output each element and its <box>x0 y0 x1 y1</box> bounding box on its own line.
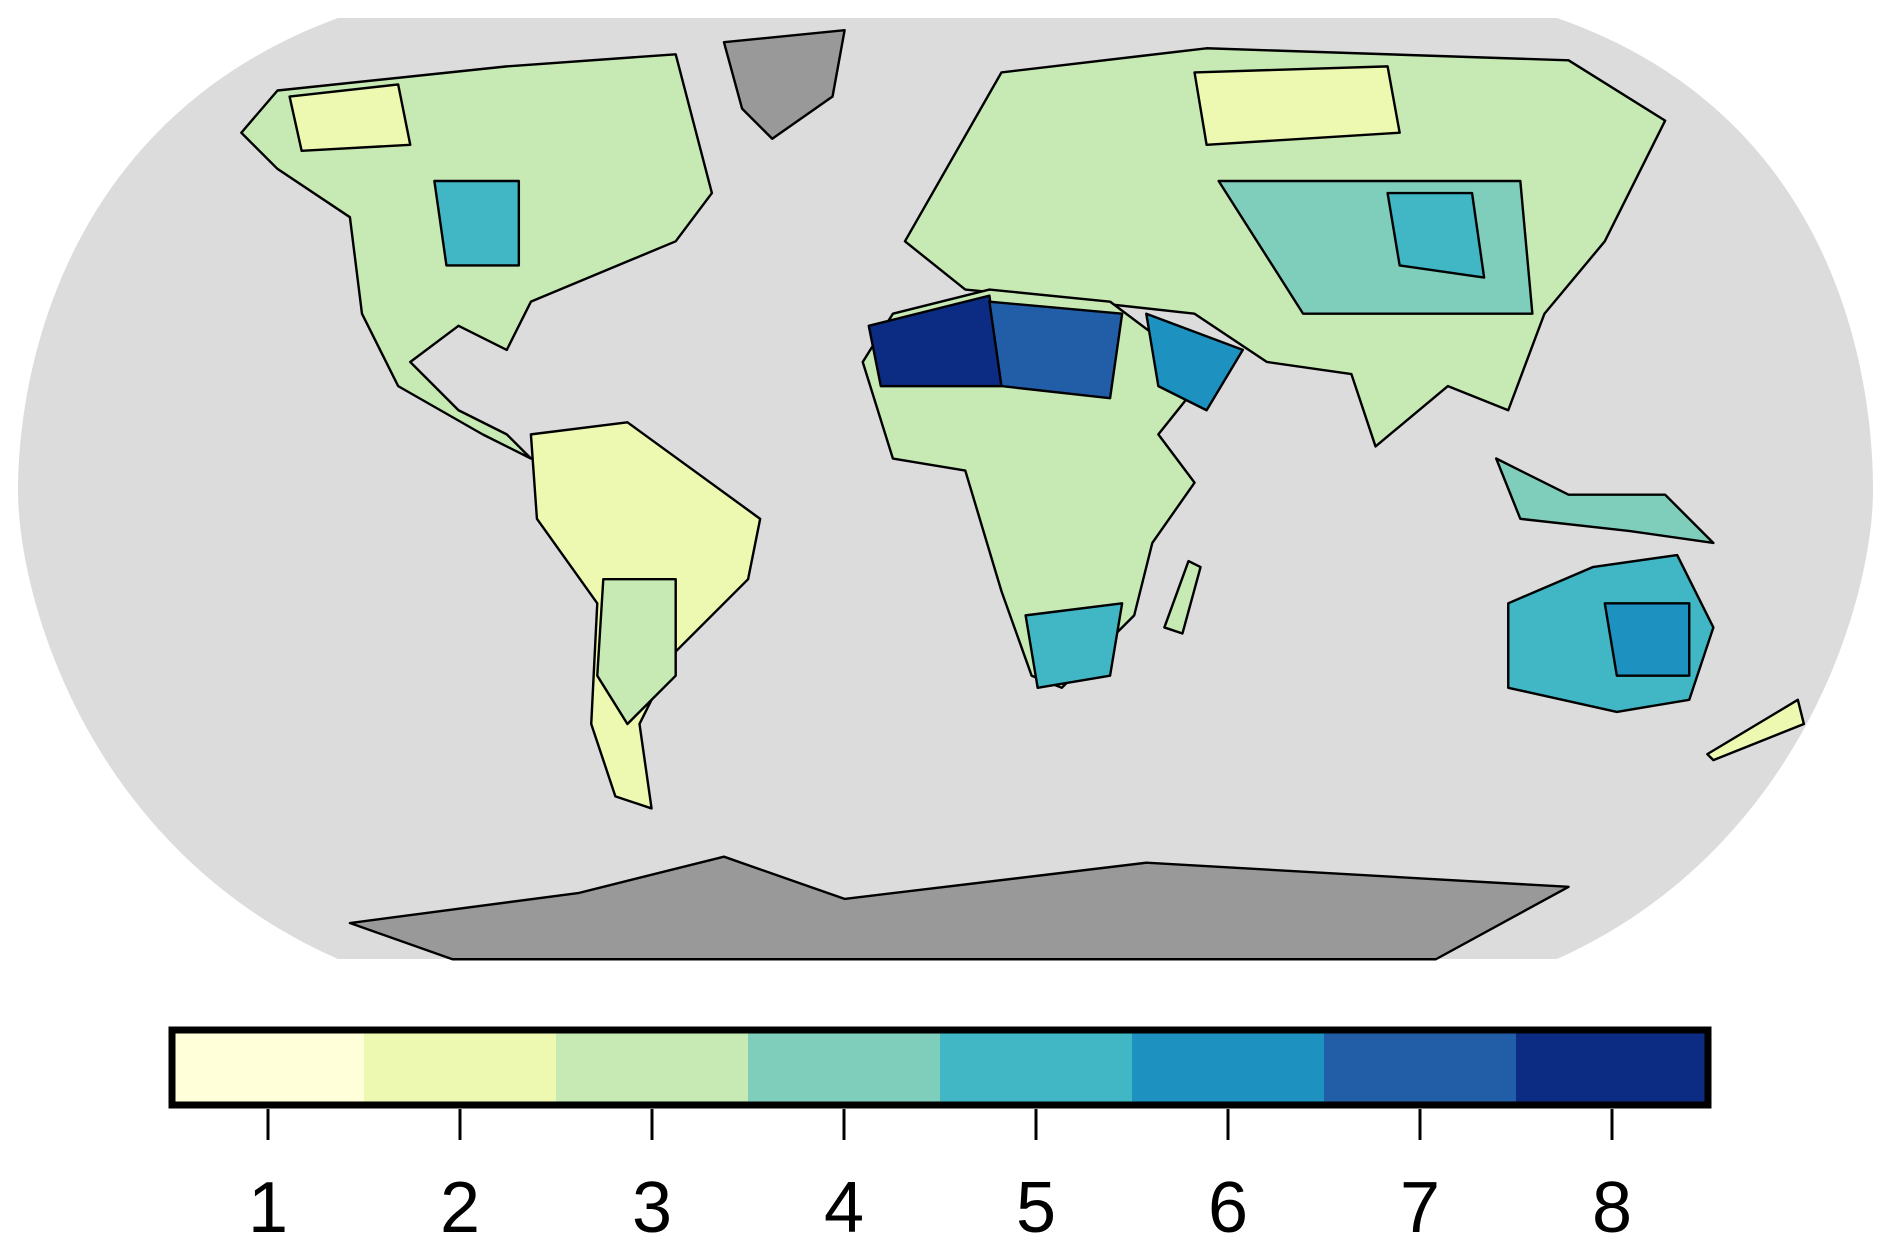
asia-region <box>1193 65 1401 146</box>
legend-swatch <box>364 1030 557 1105</box>
world-map <box>18 18 1873 961</box>
southern-africa <box>1024 602 1124 689</box>
tick-label: 3 <box>632 1168 672 1248</box>
north-america-region <box>288 83 412 153</box>
sahara-east <box>988 300 1124 400</box>
color-legend: 1 2 3 4 5 6 7 8 <box>168 1026 1712 1248</box>
tick-label: 1 <box>248 1168 288 1248</box>
tick-label: 7 <box>1400 1168 1440 1248</box>
tick-label: 8 <box>1592 1168 1632 1248</box>
greenland <box>722 28 846 140</box>
new-zealand <box>1706 698 1806 762</box>
australia-region <box>1603 602 1691 677</box>
arabia <box>1145 312 1245 412</box>
antarctica <box>348 855 1570 961</box>
land <box>240 28 1806 961</box>
legend-swatch <box>748 1030 941 1105</box>
north-america-region <box>433 179 521 267</box>
south-america-region <box>596 577 677 726</box>
legend-swatch <box>940 1030 1133 1105</box>
africa <box>861 288 1208 689</box>
southeast-asia-islands <box>1494 457 1715 545</box>
madagascar <box>1163 559 1202 635</box>
tick-label: 6 <box>1208 1168 1248 1248</box>
legend-swatch <box>1516 1030 1709 1105</box>
legend-swatch <box>556 1030 749 1105</box>
tick-label: 5 <box>1016 1168 1056 1248</box>
tick-label: 4 <box>824 1168 864 1248</box>
legend-swatch <box>1324 1030 1517 1105</box>
legend-frame <box>168 1026 1712 1109</box>
legend-swatch <box>1132 1030 1325 1105</box>
asia-region <box>1386 191 1486 279</box>
tick-label: 2 <box>440 1168 480 1248</box>
legend-swatch <box>172 1030 365 1105</box>
